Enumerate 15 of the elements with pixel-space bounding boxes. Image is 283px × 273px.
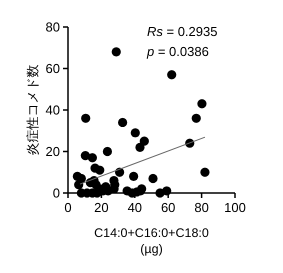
x-axis-title: C14:0+C16:0+C18:0 (µg) <box>94 226 209 256</box>
x-tick-label: 0 <box>64 200 72 215</box>
y-tick-label: 40 <box>46 102 60 118</box>
annotation: p = 0.0386 <box>146 44 209 59</box>
y-tick-label: 20 <box>46 144 60 159</box>
y-tick-label: 60 <box>46 61 60 76</box>
x-tick-label: 20 <box>94 200 109 215</box>
x-tick-label: 40 <box>128 200 142 215</box>
x-tick-label: 60 <box>160 200 176 215</box>
y-tick-label: 0 <box>52 186 60 200</box>
x-tick-label: 100 <box>224 200 246 215</box>
x-tick-label: 80 <box>194 200 209 215</box>
y-tick-label: 80 <box>46 20 60 34</box>
y-axis-title: 炎症性コメド数 <box>25 64 40 156</box>
annotation: Rs = 0.2935 <box>147 24 218 39</box>
